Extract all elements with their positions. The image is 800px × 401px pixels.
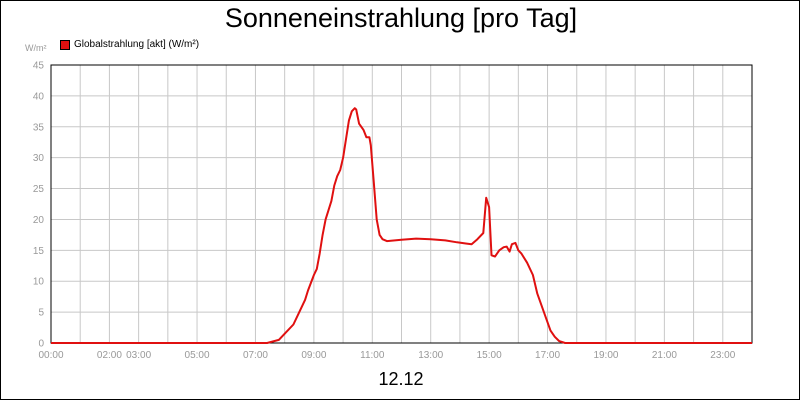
legend: Globalstrahlung [akt] (W/m²): [60, 39, 199, 50]
x-tick-label: 07:00: [243, 350, 268, 361]
y-tick-label: 5: [38, 308, 44, 319]
y-tick-label: 30: [33, 153, 45, 164]
y-tick-label: 25: [33, 184, 45, 195]
plot-border: [50, 64, 753, 344]
x-tick-label: 17:00: [535, 350, 560, 361]
x-tick-label: 23:00: [710, 350, 735, 361]
x-tick-label: 09:00: [301, 350, 326, 361]
y-tick-label: 10: [33, 277, 45, 288]
x-tick-label: 02:00: [97, 350, 122, 361]
y-tick-label: 45: [33, 61, 45, 72]
x-tick-label: 21:00: [652, 350, 677, 361]
y-tick-label: 15: [33, 246, 45, 257]
date-label: 12.12: [378, 369, 424, 389]
x-tick-label: 13:00: [418, 350, 443, 361]
series-line-globalstrahlung: [51, 107, 752, 344]
legend-label: Globalstrahlung [akt] (W/m²): [74, 39, 200, 50]
x-tick-label: 11:00: [360, 350, 385, 361]
legend-swatch: [60, 39, 70, 50]
y-axis-unit: W/m²: [25, 43, 47, 53]
y-tick-label: 35: [33, 122, 45, 133]
x-tick-label: 00:00: [38, 350, 63, 361]
chart-title: Sonneneinstrahlung [pro Tag]: [224, 3, 578, 33]
y-tick-label: 40: [33, 91, 45, 102]
y-tick-label: 20: [33, 215, 45, 226]
x-tick-label: 15:00: [477, 350, 502, 361]
x-tick-label: 03:00: [126, 350, 151, 361]
x-tick-label: 05:00: [185, 350, 210, 361]
y-tick-label: 0: [38, 339, 44, 350]
x-tick-label: 19:00: [593, 350, 618, 361]
